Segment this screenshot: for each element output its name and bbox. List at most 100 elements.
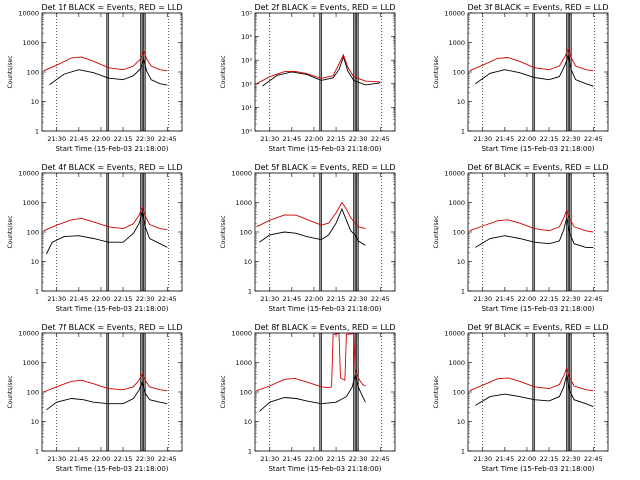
series-lld-line bbox=[43, 372, 168, 393]
y-tick-label: 10 bbox=[457, 98, 465, 106]
x-tick-label: 22:00 bbox=[92, 135, 111, 143]
series-events-line bbox=[46, 380, 168, 411]
y-tick-label: 100 bbox=[27, 229, 39, 237]
x-tick-label: 22:45 bbox=[584, 295, 603, 303]
y-tick-label: 1000 bbox=[235, 359, 252, 367]
y-tick-label: 10⁵ bbox=[241, 10, 252, 18]
panel-title: Det 2f BLACK = Events, RED = LLD bbox=[254, 3, 395, 12]
y-tick-label: 100 bbox=[453, 229, 465, 237]
y-tick-label: 100 bbox=[453, 389, 465, 397]
y-tick-label: 10³ bbox=[241, 57, 252, 65]
x-tick-label: 22:30 bbox=[562, 135, 581, 143]
y-tick-label: 1 bbox=[461, 448, 465, 456]
x-tick-label: 22:00 bbox=[518, 295, 537, 303]
x-tick-label: 22:15 bbox=[327, 455, 346, 463]
plot-frame bbox=[41, 12, 183, 132]
x-tick-label: 22:45 bbox=[158, 295, 177, 303]
x-axis-label: Start Time (15-Feb-03 21:18:00) bbox=[55, 305, 168, 313]
x-tick-label: 22:30 bbox=[562, 295, 581, 303]
x-axis-label: Start Time (15-Feb-03 21:18:00) bbox=[481, 465, 594, 473]
y-tick-label: 1000 bbox=[235, 199, 252, 207]
series-lld-line bbox=[43, 205, 168, 232]
y-tick-label: 10000 bbox=[18, 170, 39, 178]
panel-9: Det 9f BLACK = Events, RED = LLD Counts/s… bbox=[433, 323, 609, 473]
panel-3: Det 3f BLACK = Events, RED = LLD Counts/s… bbox=[433, 3, 609, 153]
panel-title: Det 9f BLACK = Events, RED = LLD bbox=[467, 323, 608, 332]
x-tick-label: 22:30 bbox=[136, 295, 155, 303]
x-tick-label: 22:45 bbox=[371, 295, 390, 303]
x-tick-label: 21:30 bbox=[260, 455, 279, 463]
y-tick-label: 10² bbox=[241, 80, 252, 88]
y-tick-label: 10 bbox=[244, 258, 252, 266]
panel-5: Det 5f BLACK = Events, RED = LLD Counts/s… bbox=[220, 163, 396, 313]
x-tick-label: 22:30 bbox=[349, 135, 368, 143]
y-tick-label: 100 bbox=[240, 389, 252, 397]
y-tick-label: 1 bbox=[248, 288, 252, 296]
x-tick-label: 22:00 bbox=[92, 295, 111, 303]
y-tick-label: 10 bbox=[31, 418, 39, 426]
series-lld-line bbox=[43, 49, 168, 72]
y-tick-label: 10¹ bbox=[241, 104, 252, 112]
x-tick-label: 22:45 bbox=[584, 135, 603, 143]
y-axis-label: Counts/sec bbox=[220, 55, 227, 88]
panel-4: Det 4f BLACK = Events, RED = LLD Counts/s… bbox=[7, 163, 183, 313]
x-tick-label: 21:45 bbox=[282, 295, 301, 303]
series-lld-line bbox=[469, 208, 594, 233]
x-tick-label: 22:15 bbox=[540, 455, 559, 463]
y-tick-label: 1000 bbox=[448, 39, 465, 47]
y-axis-label: Counts/sec bbox=[433, 55, 440, 88]
x-tick-label: 21:45 bbox=[282, 135, 301, 143]
y-tick-label: 1 bbox=[461, 288, 465, 296]
x-axis-label: Start Time (15-Feb-03 21:18:00) bbox=[268, 305, 381, 313]
x-tick-label: 22:45 bbox=[158, 455, 177, 463]
plot-frame bbox=[467, 332, 609, 452]
x-axis-label: Start Time (15-Feb-03 21:18:00) bbox=[55, 145, 168, 153]
y-tick-label: 10000 bbox=[444, 170, 465, 178]
panel-7: Det 7f BLACK = Events, RED = LLD Counts/s… bbox=[7, 323, 183, 473]
y-tick-label: 10000 bbox=[444, 10, 465, 18]
y-tick-label: 10 bbox=[457, 258, 465, 266]
x-tick-label: 21:45 bbox=[495, 135, 514, 143]
y-tick-label: 1 bbox=[35, 448, 39, 456]
y-tick-label: 1000 bbox=[448, 199, 465, 207]
panel-title: Det 6f BLACK = Events, RED = LLD bbox=[467, 163, 608, 172]
y-tick-label: 1 bbox=[248, 448, 252, 456]
x-axis-label: Start Time (15-Feb-03 21:18:00) bbox=[481, 145, 594, 153]
x-tick-label: 21:30 bbox=[473, 135, 492, 143]
panel-title: Det 4f BLACK = Events, RED = LLD bbox=[41, 163, 182, 172]
x-tick-label: 21:45 bbox=[495, 295, 514, 303]
plot-frame bbox=[41, 172, 183, 292]
x-tick-label: 22:15 bbox=[114, 455, 133, 463]
y-axis-label: Counts/sec bbox=[7, 375, 14, 408]
plot-frame bbox=[254, 172, 396, 292]
x-tick-label: 22:15 bbox=[327, 295, 346, 303]
y-tick-label: 10 bbox=[31, 98, 39, 106]
x-tick-label: 22:15 bbox=[327, 135, 346, 143]
x-tick-label: 21:45 bbox=[495, 455, 514, 463]
panel-title: Det 3f BLACK = Events, RED = LLD bbox=[467, 3, 608, 12]
series-events-line bbox=[45, 211, 168, 255]
y-axis-label: Counts/sec bbox=[433, 375, 440, 408]
y-tick-label: 10 bbox=[31, 258, 39, 266]
x-tick-label: 22:45 bbox=[158, 135, 177, 143]
x-axis-label: Start Time (15-Feb-03 21:18:00) bbox=[481, 305, 594, 313]
x-tick-label: 21:45 bbox=[69, 455, 88, 463]
x-tick-label: 22:00 bbox=[305, 455, 324, 463]
x-tick-label: 22:45 bbox=[371, 135, 390, 143]
series-events-line bbox=[49, 57, 168, 86]
panel-title: Det 1f BLACK = Events, RED = LLD bbox=[41, 3, 182, 12]
series-lld-line bbox=[469, 47, 594, 72]
panel-8: Det 8f BLACK = Events, RED = LLD Counts/s… bbox=[220, 323, 396, 473]
x-tick-label: 22:30 bbox=[136, 455, 155, 463]
panel-1: Det 1f BLACK = Events, RED = LLD Counts/s… bbox=[7, 3, 183, 153]
x-tick-label: 22:30 bbox=[349, 455, 368, 463]
x-tick-label: 22:15 bbox=[540, 135, 559, 143]
x-tick-label: 22:00 bbox=[518, 135, 537, 143]
x-tick-label: 22:15 bbox=[114, 135, 133, 143]
series-events-line bbox=[475, 54, 594, 87]
series-events-line bbox=[259, 207, 366, 246]
panel-title: Det 5f BLACK = Events, RED = LLD bbox=[254, 163, 395, 172]
x-tick-label: 22:45 bbox=[371, 455, 390, 463]
x-axis-label: Start Time (15-Feb-03 21:18:00) bbox=[268, 465, 381, 473]
